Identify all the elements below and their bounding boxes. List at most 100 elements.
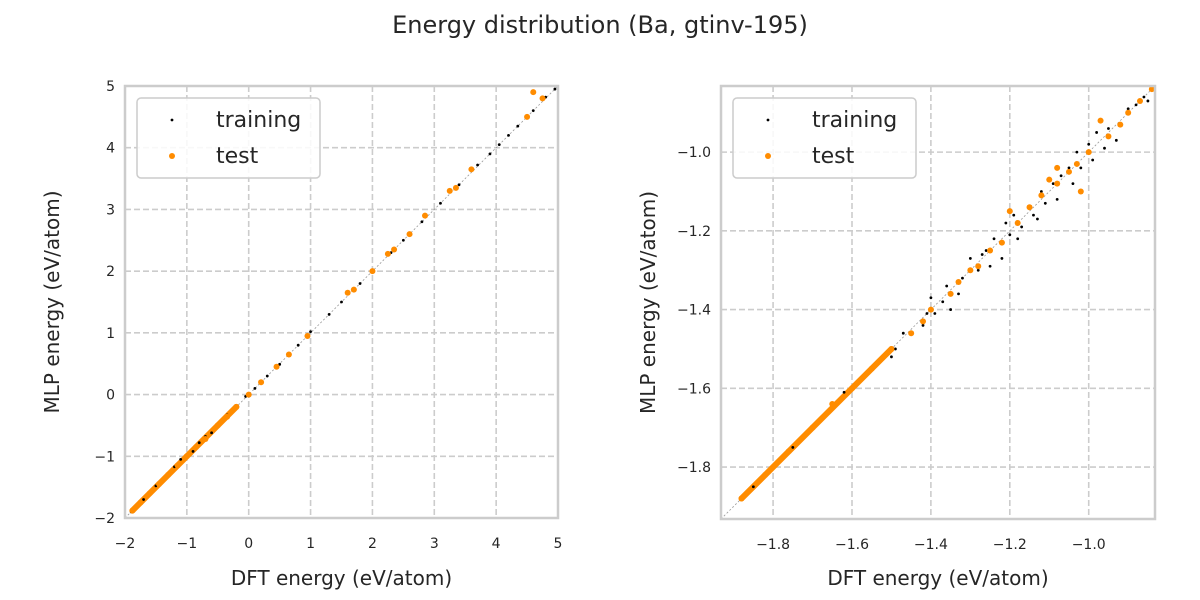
y-tick-label: 2: [106, 264, 115, 280]
test-point: [1105, 133, 1112, 140]
test-point: [452, 184, 459, 191]
test-point: [1137, 97, 1144, 104]
training-point: [1087, 142, 1091, 146]
y-axis-label: MLP energy (eV/atom): [636, 191, 660, 414]
test-point: [967, 267, 974, 274]
training-point: [497, 143, 501, 147]
training-point: [309, 330, 312, 334]
training-point: [992, 237, 996, 241]
training-point: [1103, 146, 1106, 150]
test-point: [344, 289, 351, 296]
legend-box: [732, 97, 917, 179]
training-point: [929, 296, 933, 300]
legend-training-marker: [170, 118, 174, 122]
training-point: [890, 355, 893, 359]
training-point: [1059, 174, 1063, 178]
test-point: [350, 286, 357, 293]
test-point: [285, 351, 292, 358]
training-point: [1000, 257, 1004, 260]
training-point: [842, 390, 846, 394]
x-tick-label: −2: [115, 536, 136, 552]
training-point: [957, 292, 960, 296]
test-point: [233, 403, 240, 410]
training-point: [1008, 233, 1012, 237]
training-point: [921, 323, 925, 327]
training-point: [401, 238, 405, 242]
test-point: [785, 448, 792, 455]
legend: training test: [732, 97, 917, 179]
axes-frame: [719, 84, 1157, 521]
legend-training-label: training: [216, 108, 301, 133]
test-point: [258, 379, 265, 386]
test-point: [888, 345, 895, 352]
training-point: [893, 347, 897, 351]
legend-training-label: training: [812, 108, 897, 133]
test-point: [848, 385, 855, 392]
training-point: [1091, 158, 1095, 162]
training-point: [1079, 166, 1083, 170]
training-point: [1126, 107, 1130, 111]
legend-test-marker: [765, 153, 771, 159]
figure-title: Energy distribution (Ba, gtinv-195): [392, 11, 808, 39]
test-point: [530, 89, 537, 96]
legend-test-label: test: [812, 144, 855, 169]
y-tick-label: 4: [106, 141, 115, 157]
x-axis-label: DFT energy (eV/atom): [231, 566, 452, 590]
x-tick-label: 1: [306, 536, 315, 552]
y-tick-label: 0: [106, 388, 115, 404]
training-point: [961, 276, 964, 280]
test-point: [1006, 208, 1013, 215]
training-point: [1032, 213, 1035, 217]
x-tick-label: 4: [492, 536, 501, 552]
y-tick-label: −1.0: [677, 145, 711, 161]
training-point: [925, 312, 929, 315]
test-point: [165, 471, 172, 478]
test-point: [539, 95, 546, 102]
test-point: [174, 462, 181, 469]
training-point: [327, 312, 331, 316]
test-point: [202, 436, 209, 443]
test-point: [214, 422, 221, 429]
training-point: [179, 457, 183, 461]
x-tick-label: −1.0: [1072, 537, 1106, 553]
training-point: [1039, 190, 1043, 193]
training-point: [340, 300, 343, 304]
training-point: [949, 308, 953, 311]
test-point: [1065, 168, 1072, 175]
y-tick-label: −1.2: [677, 224, 711, 240]
training-point: [1012, 213, 1016, 217]
x-tick-label: −1.4: [914, 537, 948, 553]
training-point: [420, 220, 424, 224]
training-point: [941, 300, 945, 304]
test-point: [193, 444, 200, 451]
x-tick-label: 3: [430, 536, 439, 552]
training-point: [751, 485, 755, 489]
test-point: [156, 481, 163, 488]
legend-box: [136, 97, 321, 179]
x-tick-label: 5: [554, 536, 563, 552]
test-point: [137, 499, 144, 506]
training-point: [933, 312, 937, 315]
test-point: [998, 239, 1005, 246]
training-point: [1134, 103, 1138, 107]
training-point: [439, 201, 442, 205]
training-point: [197, 441, 201, 445]
legend-training-marker: [766, 118, 770, 122]
y-tick-label: −1.6: [677, 381, 711, 397]
y-tick-label: −1.4: [677, 303, 711, 319]
training-point: [945, 284, 949, 288]
test-point: [1054, 180, 1061, 187]
test-point: [1148, 86, 1155, 93]
test-point: [129, 507, 136, 514]
training-point: [1146, 99, 1150, 103]
test-point: [224, 413, 231, 420]
legend-test-marker: [169, 153, 175, 159]
training-point: [191, 449, 195, 453]
test-point: [927, 306, 934, 313]
test-point: [908, 330, 915, 337]
training-point: [980, 253, 984, 256]
test-point: [1117, 121, 1124, 128]
training-point: [1020, 225, 1024, 229]
